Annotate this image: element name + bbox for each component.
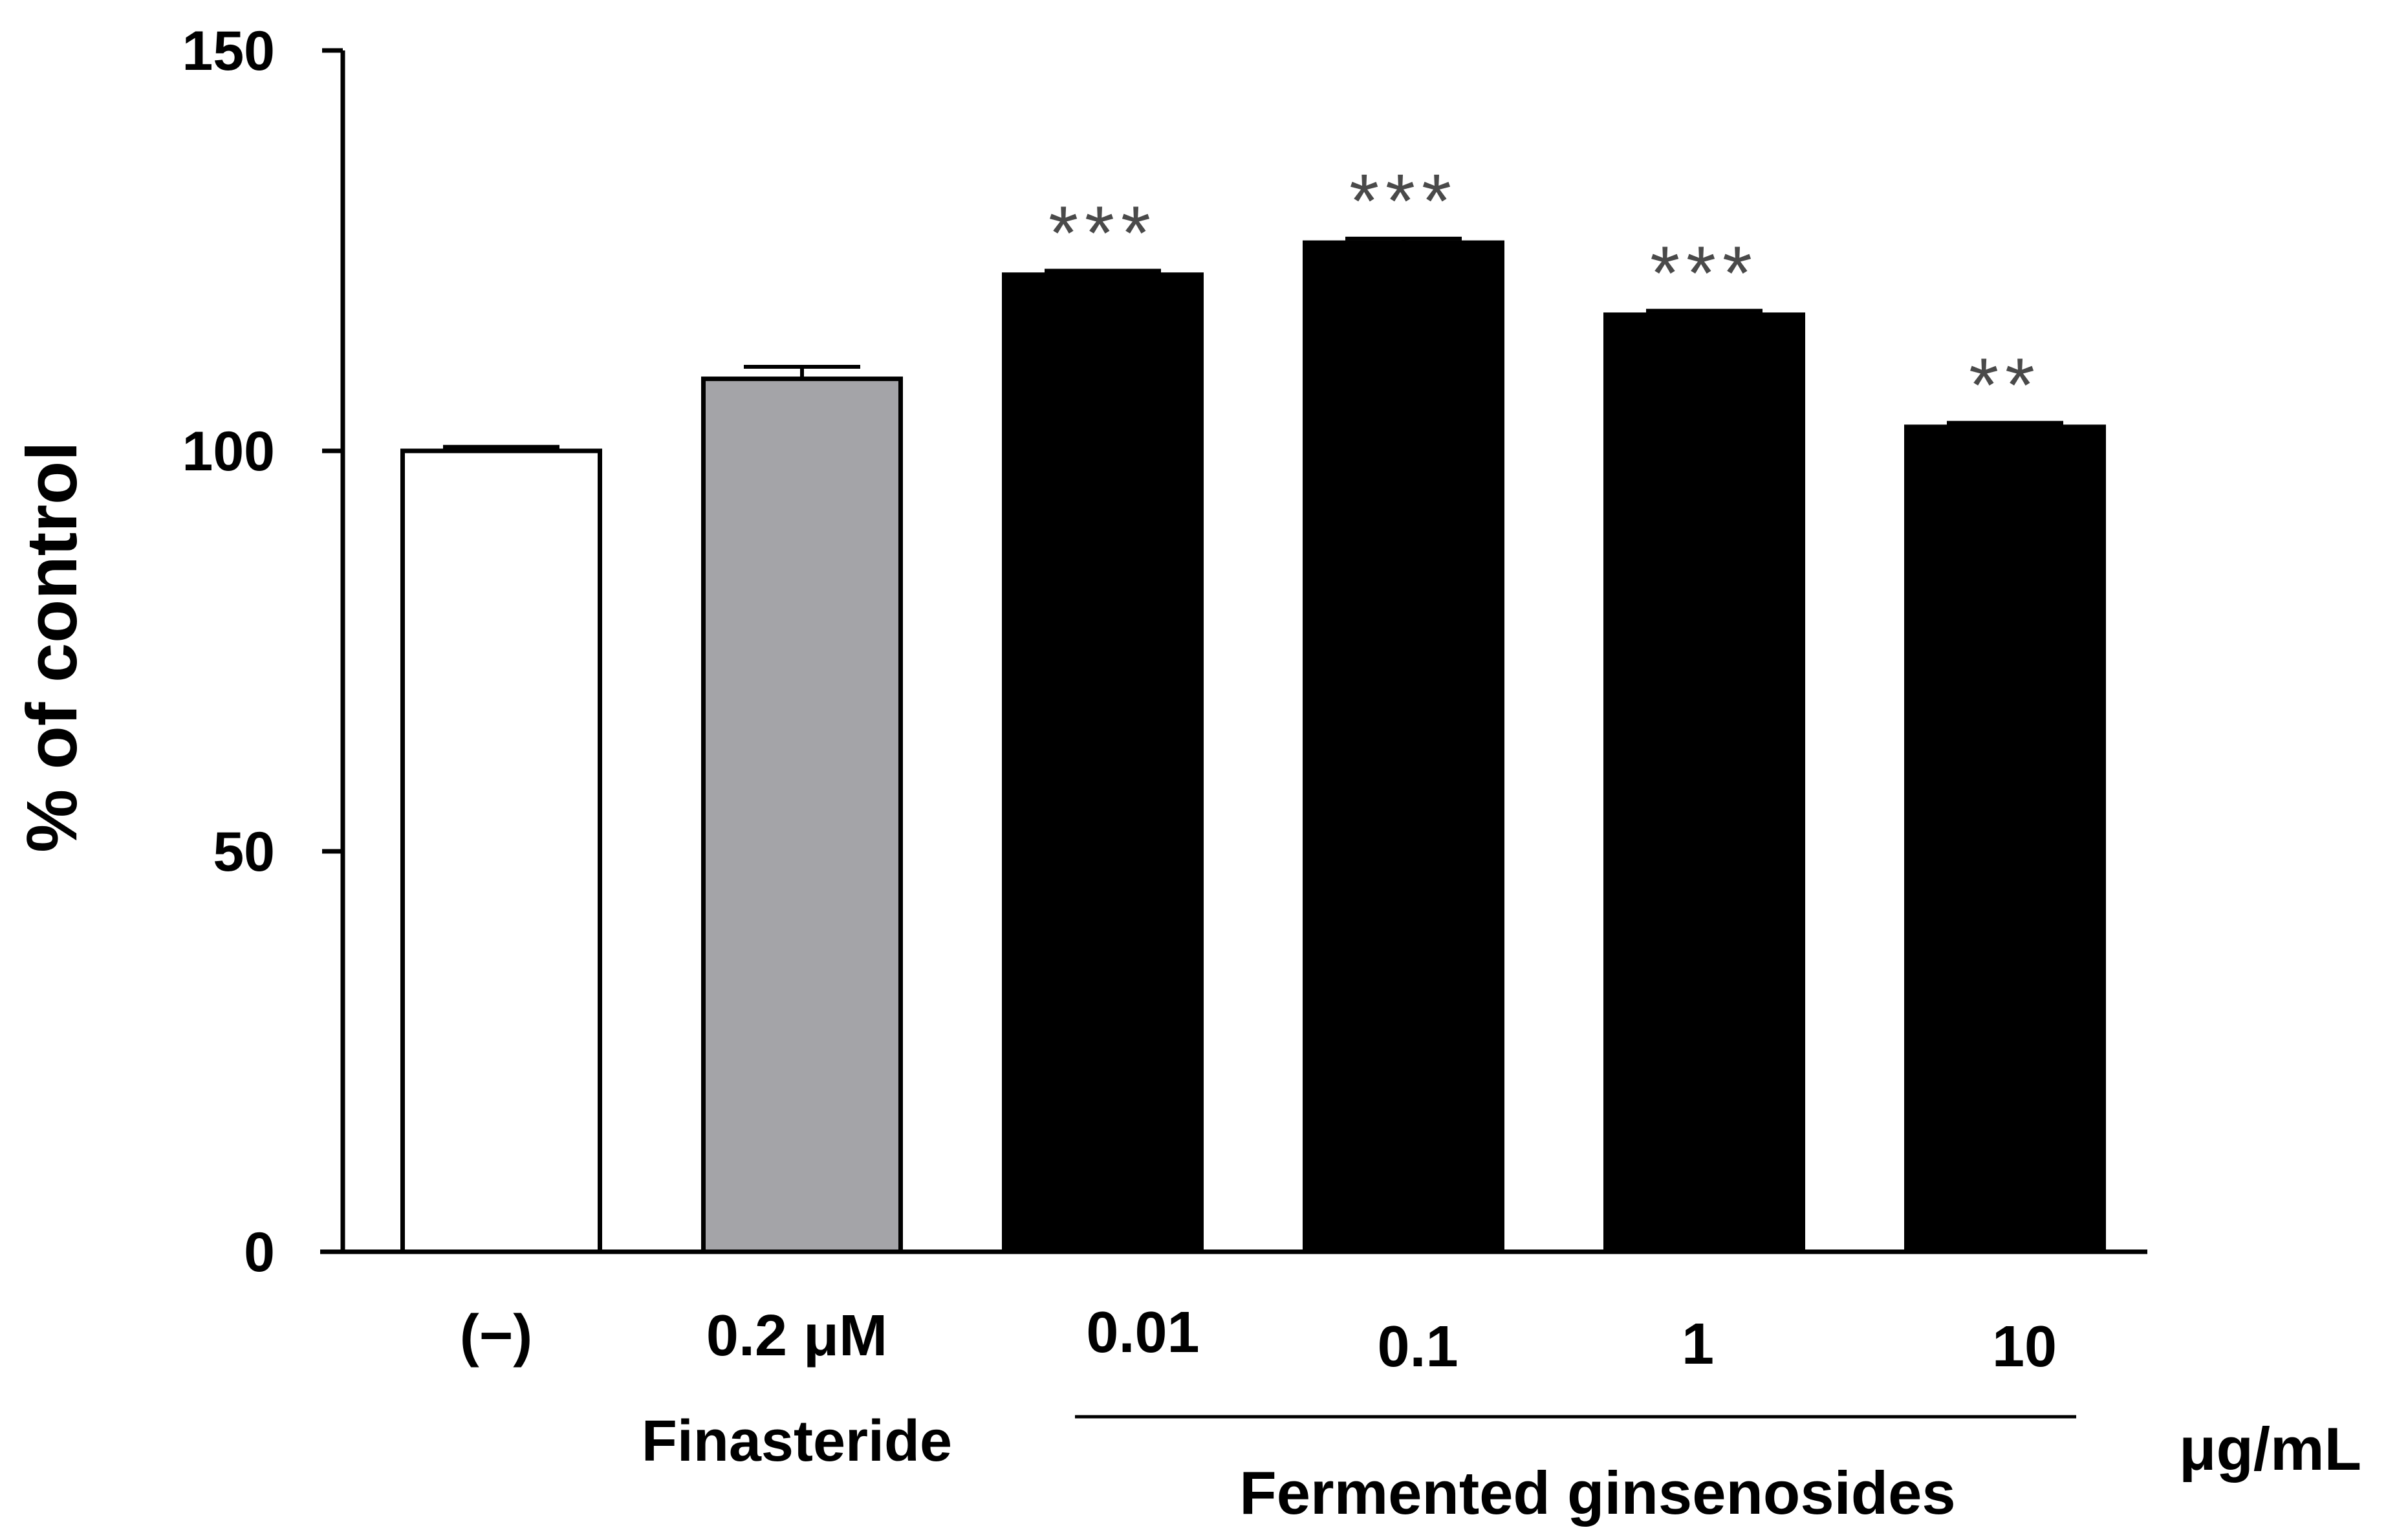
significance-fg-0.1: *** bbox=[1349, 158, 1458, 244]
group-label: Fermented ginsenosides bbox=[1239, 1459, 1955, 1527]
category-label-negative-control: (−) bbox=[460, 1304, 533, 1368]
error-bar-fg-1 bbox=[1646, 309, 1763, 315]
error-bar-negative-control bbox=[443, 444, 559, 451]
bar-fg-0.01 bbox=[1002, 272, 1204, 1254]
y-tick-label-150: 150 bbox=[182, 20, 276, 82]
error-bar-finasteride bbox=[744, 365, 860, 379]
error-bar-fg-0.01 bbox=[1045, 268, 1161, 275]
bar-finasteride bbox=[701, 377, 903, 1254]
bar-fg-0.1 bbox=[1303, 240, 1504, 1254]
category-label-10: 10 bbox=[1992, 1315, 2057, 1379]
significance-fg-10: ** bbox=[1969, 343, 2041, 428]
error-bar-fg-10 bbox=[1947, 420, 2063, 427]
unit-label: μg/mL bbox=[2179, 1415, 2361, 1483]
bar-fg-1 bbox=[1603, 312, 1805, 1254]
category-label-0.01: 0.01 bbox=[1086, 1300, 1199, 1365]
y-axis-label: % of control bbox=[12, 441, 92, 853]
category-label-1: 1 bbox=[1682, 1312, 1714, 1377]
bar-fg-10 bbox=[1904, 424, 2106, 1254]
finasteride-label: Finasteride bbox=[642, 1409, 952, 1474]
y-tick-label-50: 50 bbox=[213, 821, 275, 883]
y-tick-label-0: 0 bbox=[244, 1221, 275, 1283]
y-tick-label-100: 100 bbox=[182, 420, 276, 483]
error-bar-fg-0.1 bbox=[1345, 236, 1462, 243]
significance-fg-0.01: *** bbox=[1048, 190, 1157, 276]
category-label-finasteride-dose: 0.2 μM bbox=[706, 1304, 887, 1368]
category-label-0.1: 0.1 bbox=[1377, 1315, 1458, 1379]
bar-negative-control bbox=[400, 448, 602, 1254]
significance-fg-1: *** bbox=[1650, 230, 1759, 316]
